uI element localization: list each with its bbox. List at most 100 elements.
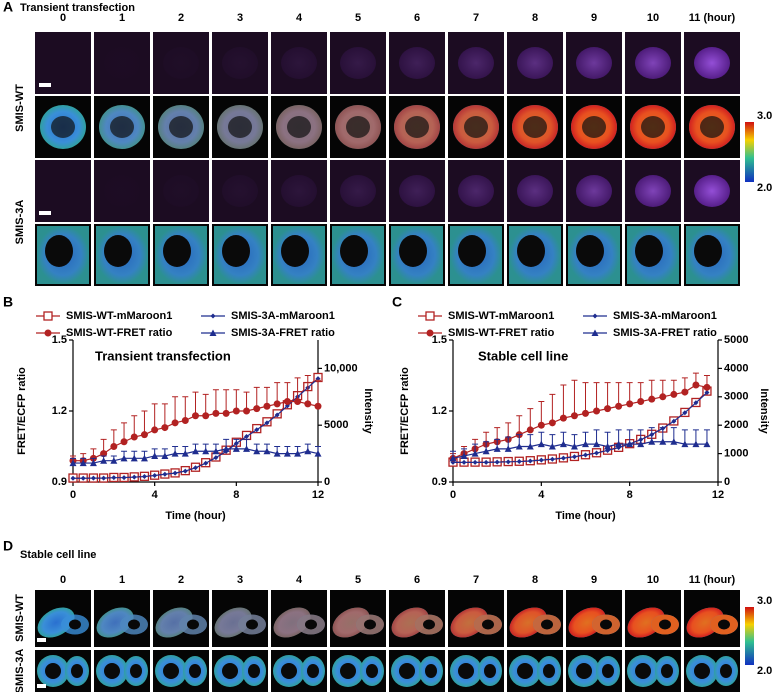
column-label: 6 — [414, 574, 420, 586]
data-point — [648, 438, 656, 445]
nucleus — [641, 116, 665, 138]
data-point — [659, 393, 667, 401]
data-point — [504, 445, 512, 452]
data-point — [482, 447, 490, 455]
error-bar — [192, 391, 199, 416]
error-bar — [274, 382, 281, 404]
data-point — [161, 452, 169, 459]
data-point — [152, 473, 158, 479]
nucleus — [110, 116, 134, 138]
data-point — [243, 407, 251, 415]
data-point — [101, 475, 107, 481]
data-point — [162, 471, 168, 477]
data-point — [703, 440, 711, 448]
data-point — [151, 452, 159, 459]
data-point — [604, 405, 612, 413]
legend-label: SMIS-3A-mMaroon1 — [613, 310, 717, 322]
legend-marker — [209, 329, 217, 336]
data-point — [90, 475, 96, 481]
column-label: 0 — [60, 574, 66, 586]
data-point — [570, 412, 578, 420]
data-point — [131, 474, 137, 480]
row-label: SMIS-3A — [14, 649, 26, 692]
nucleus — [635, 663, 651, 679]
nucleus — [541, 619, 553, 630]
column-label: 1 — [119, 12, 125, 24]
data-point — [494, 459, 500, 465]
nucleus — [163, 235, 191, 267]
column-label: 10 — [647, 574, 659, 586]
nucleus — [228, 116, 252, 138]
data-point — [681, 388, 689, 396]
y2-tick-label: 1000 — [724, 448, 748, 460]
error-bar — [253, 386, 260, 409]
data-point — [273, 400, 281, 408]
x-tick-label: 8 — [233, 489, 239, 501]
data-point — [203, 460, 209, 466]
column-label: 8 — [532, 12, 538, 24]
y-axis-label: FRET/ECFP ratio — [399, 367, 411, 455]
data-point — [111, 475, 117, 481]
nucleus — [45, 235, 73, 267]
column-label: 2 — [178, 12, 184, 24]
data-point — [505, 459, 511, 465]
nucleus — [222, 663, 238, 679]
column-label: 11 (hour) — [689, 12, 736, 24]
nucleus — [718, 619, 730, 630]
data-point — [130, 454, 138, 462]
nucleus — [305, 619, 317, 630]
data-point — [571, 454, 577, 460]
data-point — [692, 381, 700, 389]
error-bar — [202, 393, 209, 416]
x-tick-label: 4 — [152, 489, 159, 501]
data-point — [526, 443, 534, 450]
data-point — [626, 400, 634, 408]
nucleus — [104, 175, 140, 207]
colorbar-label: 2.0 — [757, 665, 772, 677]
error-bar — [615, 382, 622, 407]
nucleus — [287, 116, 311, 138]
data-point — [212, 409, 220, 417]
nucleus — [340, 175, 376, 207]
nucleus — [51, 116, 75, 138]
column-label: 10 — [647, 12, 659, 24]
column-label: 1 — [119, 574, 125, 586]
nucleus — [281, 47, 317, 79]
legend-label: SMIS-3A-FRET ratio — [231, 327, 335, 339]
nucleus — [104, 235, 132, 267]
data-point — [548, 419, 556, 427]
nucleus — [128, 619, 140, 630]
data-point — [283, 450, 291, 457]
column-label: 9 — [591, 574, 597, 586]
y-tick-label: 0.9 — [52, 476, 67, 488]
data-point — [100, 450, 108, 458]
nucleus — [130, 664, 142, 678]
data-point — [493, 445, 501, 452]
legend-marker — [43, 311, 53, 321]
data-point — [582, 440, 589, 448]
panel-label: B — [3, 294, 13, 310]
error-bar — [294, 377, 301, 402]
data-point — [140, 431, 148, 439]
nucleus — [307, 664, 319, 678]
legend-marker — [425, 311, 435, 321]
data-point — [582, 409, 589, 417]
data-point — [222, 409, 230, 417]
data-point — [181, 450, 189, 457]
column-label: 5 — [355, 12, 361, 24]
data-point — [559, 414, 567, 422]
scale-bar — [39, 83, 51, 87]
panel-label: A — [3, 0, 13, 15]
data-point — [264, 420, 270, 426]
data-point — [110, 443, 118, 450]
data-point — [244, 434, 250, 440]
data-point — [314, 402, 322, 410]
x-axis-label: Time (hour) — [165, 510, 226, 522]
data-point — [120, 438, 128, 446]
nucleus — [659, 619, 671, 630]
legend-marker — [591, 329, 599, 336]
data-point — [69, 459, 77, 467]
x-tick-label: 0 — [450, 489, 456, 501]
data-point — [560, 455, 566, 461]
nucleus — [163, 175, 199, 207]
